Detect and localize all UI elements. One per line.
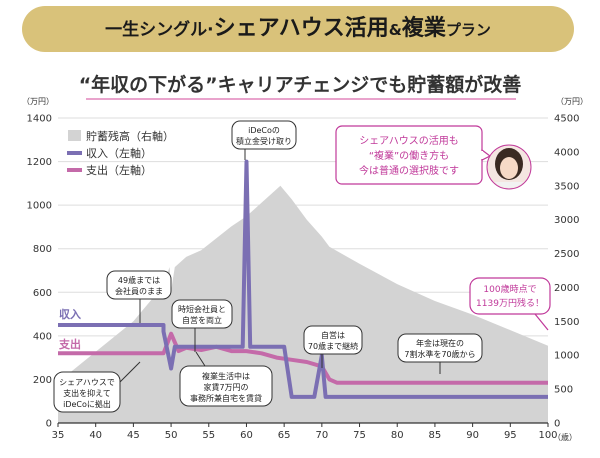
axes: 0 200 400 600 800 1000 1200 1400 0 500 1000 1500 200…: [27, 114, 580, 442]
callout-ideco: iDeCoの 積立金受け取り: [231, 120, 297, 160]
callout-until49: 49歳までは 会社員のまま: [106, 270, 172, 323]
legend-label-income: 収入（左軸）: [86, 146, 152, 160]
line-layer: [58, 159, 548, 399]
x-tick-label: 65: [278, 430, 291, 441]
legend-label-expense: 支出（左軸）: [86, 163, 152, 177]
speech-line3: 今は普通の選択肢です: [359, 164, 459, 177]
y-right-tick-label: 4500: [554, 114, 579, 125]
y-right-tick-label: 500: [554, 385, 573, 396]
callout-age100: 100歳時点で 1139万円残る！: [469, 277, 551, 331]
speech-bubble: シェアハウスの活用も “複業”の働き方も 今は普通の選択肢です: [335, 125, 492, 185]
callout-until49-line2: 会社員のまま: [115, 286, 163, 296]
x-tick-label: 50: [165, 430, 178, 441]
x-tick-label: 70: [315, 430, 328, 441]
savings-area-layer: [58, 185, 548, 423]
y-left-tick-label: 400: [33, 331, 52, 342]
x-tick-label: 85: [429, 430, 442, 441]
x-tick-label: 40: [89, 430, 102, 441]
x-tick-label: 100: [538, 430, 557, 441]
speech-line2: “複業”の働き方も: [369, 149, 449, 162]
x-tick-label: 90: [466, 430, 479, 441]
x-tick-label: 45: [127, 430, 140, 441]
legend: 貯蓄残高（右軸） 収入（左軸） 支出（左軸）: [67, 129, 174, 177]
x-tick-label: 80: [391, 430, 404, 441]
callout-ideco-line2: 積立金受け取り: [236, 136, 292, 146]
title-banner: [22, 6, 574, 52]
speech-line1: シェアハウスの活用も: [359, 135, 459, 147]
callout-multijob-line1: 複業生活中は: [202, 371, 250, 381]
y-left-tick-label: 1400: [27, 114, 52, 125]
callout-multijob-line3: 事務所兼自宅を賃貸: [190, 393, 262, 403]
callout-sharehouse-line3: iDeCoに拠出: [63, 399, 111, 409]
title-part-5: プラン: [445, 21, 491, 39]
y-left-tick-label: 1200: [27, 157, 52, 168]
series-income-line: [58, 159, 548, 399]
callout-multijob-line2: 家賃7万円の: [203, 382, 248, 392]
y-right-tick-label: 2500: [554, 249, 579, 260]
y-left-tick-label: 1000: [27, 201, 52, 212]
income-line-label: 収入: [59, 308, 81, 321]
y-right-tick-label: 0: [554, 419, 560, 430]
subtitle-underline: [86, 98, 516, 100]
callout-until49-line1: 49歳までは: [118, 275, 160, 285]
callout-parttime: 時短会社員と 自営を両立: [171, 299, 233, 352]
title-part-2: シェアハウス活用: [213, 16, 389, 41]
callout-self-line1: 自営は: [321, 330, 345, 340]
callout-selfemployed: 自営は 70歳まで継続: [303, 325, 363, 368]
y-right-tick-label: 1000: [554, 351, 579, 362]
callout-sharehouse: シェアハウスで 支出を抑えて iDeCoに拠出: [53, 361, 141, 413]
x-tick-label: 60: [240, 430, 253, 441]
y-left-tick-label: 600: [33, 288, 52, 299]
callout-self-line2: 70歳まで継続: [308, 341, 358, 351]
callout-pension: 年金は現在の 7割水準を70歳から: [397, 333, 483, 374]
series-savings-area: [58, 185, 548, 423]
callout-ideco-line1: iDeCoの: [248, 126, 280, 135]
legend-swatch-savings: [68, 130, 81, 141]
callout-sharehouse-line1: シェアハウスで: [59, 378, 115, 387]
callout-parttime-line2: 自営を両立: [182, 315, 222, 325]
page-title: 一生シングル·シェアハウス活用&複業プラン: [22, 6, 574, 52]
x-unit: （歳）: [553, 432, 577, 442]
callout-pension-line2: 7割水準を70歳から: [404, 349, 475, 359]
y-left-tick-label: 0: [46, 419, 52, 430]
title-part-4: 複業: [401, 16, 446, 41]
title-part-1: 一生シングル·: [105, 20, 214, 40]
y-right-tick-label: 1500: [554, 317, 579, 328]
y-right-tick-label: 3000: [554, 215, 579, 226]
callout-pension-line1: 年金は現在の: [416, 338, 464, 348]
x-tick-label: 95: [504, 430, 517, 441]
callout-parttime-line1: 時短会社員と: [178, 304, 226, 314]
y-left-tick-label: 200: [33, 375, 52, 386]
avatar: [486, 144, 532, 190]
title-part-3: &: [388, 21, 402, 39]
legend-label-savings: 貯蓄残高（右軸）: [86, 129, 174, 143]
expense-line-label: 支出: [58, 337, 81, 351]
y-right-unit: （万円）: [556, 97, 588, 106]
y-right-tick-label: 2000: [554, 283, 579, 294]
callout-multijob: 複業生活中は 家賃7万円の 事務所兼自宅を賃貸: [179, 351, 273, 407]
y-left-tick-label: 800: [33, 244, 52, 255]
chart-subtitle: “年収の下がる”キャリアチェンジでも貯蓄額が改善: [78, 74, 522, 96]
y-right-tick-label: 4000: [554, 147, 579, 158]
callout-sharehouse-line2: 支出を抑えて: [63, 388, 111, 398]
callout-age100-line2: 1139万円残る！: [476, 297, 544, 309]
x-tick-label: 75: [353, 430, 366, 441]
y-right-tick-label: 3500: [554, 181, 579, 192]
x-tick-label: 55: [202, 430, 215, 441]
x-tick-label: 35: [52, 430, 65, 441]
y-left-unit: （万円）: [22, 97, 54, 106]
callout-age100-line1: 100歳時点で: [483, 283, 536, 295]
